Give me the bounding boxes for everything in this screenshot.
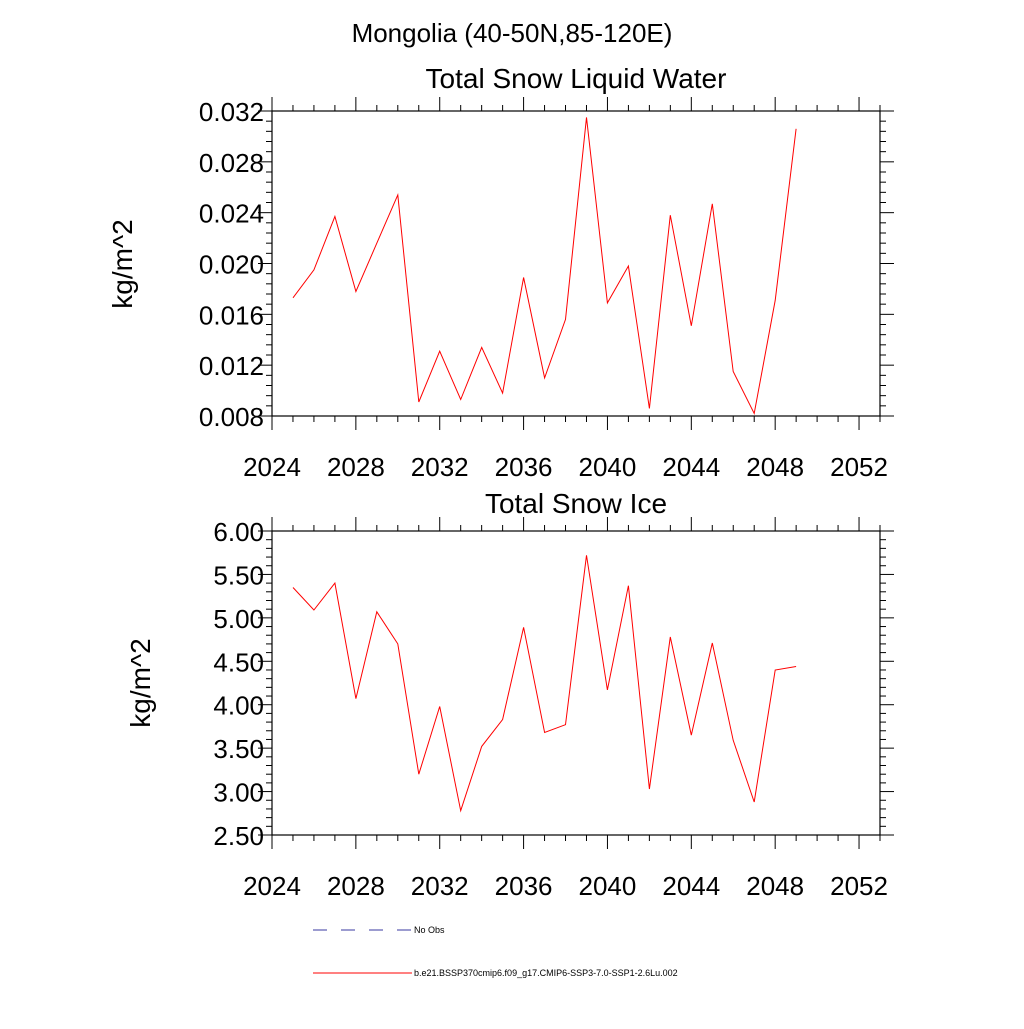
panel-title-snow-ice: Total Snow Ice <box>485 488 667 519</box>
x-tick-label: 2036 <box>495 452 553 482</box>
x-tick-label: 2028 <box>327 452 385 482</box>
y-tick-label: 0.024 <box>199 199 264 229</box>
x-tick-label: 2048 <box>746 452 804 482</box>
series-line-snow-ice <box>292 555 797 813</box>
y-tick-label: 0.020 <box>199 250 264 280</box>
x-tick-label: 2044 <box>662 452 720 482</box>
y-axis-label-snow-liquid-water: kg/m^2 <box>107 219 138 308</box>
panel-snow-ice: Total Snow Ice kg/m^2 2024 2028 2032 2036 20… <box>125 488 894 901</box>
y-tick-label: 6.00 <box>213 517 264 547</box>
plot-frame <box>271 110 881 417</box>
plot-frame <box>271 530 881 836</box>
panel-snow-liquid-water: Total Snow Liquid Water kg/m^2 2024 2028 2… <box>107 63 894 482</box>
x-tick-label: 2052 <box>830 871 888 901</box>
y-tick-label: 4.50 <box>213 647 264 677</box>
y-axis-label-snow-ice: kg/m^2 <box>125 638 156 727</box>
y-tick-label: 2.50 <box>213 821 264 851</box>
x-tick-label: 2040 <box>579 452 637 482</box>
y-tick-label: 0.012 <box>199 351 264 381</box>
y-tick-label: 5.50 <box>213 560 264 590</box>
legend-label-no-obs: No Obs <box>414 925 445 935</box>
y-tick-label: 3.50 <box>213 734 264 764</box>
y-tick-label: 0.008 <box>199 402 264 432</box>
x-tick-label: 2032 <box>411 871 469 901</box>
x-tick-label: 2052 <box>830 452 888 482</box>
x-tick-label: 2048 <box>746 871 804 901</box>
x-tick-label: 2024 <box>243 871 301 901</box>
x-tick-label: 2032 <box>411 452 469 482</box>
y-tick-label: 3.00 <box>213 778 264 808</box>
legend-label-model: b.e21.BSSP370cmip6.f09_g17.CMIP6-SSP3-7.… <box>414 968 678 978</box>
y-tick-label: 0.032 <box>199 97 264 127</box>
x-tick-label: 2040 <box>579 871 637 901</box>
panel-title-snow-liquid-water: Total Snow Liquid Water <box>426 63 727 94</box>
series-line-snow-liquid-water <box>292 117 797 416</box>
y-tick-label: 5.00 <box>213 604 264 634</box>
x-tick-label: 2024 <box>243 452 301 482</box>
y-tick-label: 4.00 <box>213 691 264 721</box>
legend: No Obs b.e21.BSSP370cmip6.f09_g17.CMIP6-… <box>313 925 678 978</box>
x-tick-label: 2028 <box>327 871 385 901</box>
figure-title: Mongolia (40-50N,85-120E) <box>352 18 673 48</box>
x-tick-label: 2044 <box>662 871 720 901</box>
y-tick-label: 0.016 <box>199 300 264 330</box>
y-tick-label: 0.028 <box>199 148 264 178</box>
x-tick-label: 2036 <box>495 871 553 901</box>
